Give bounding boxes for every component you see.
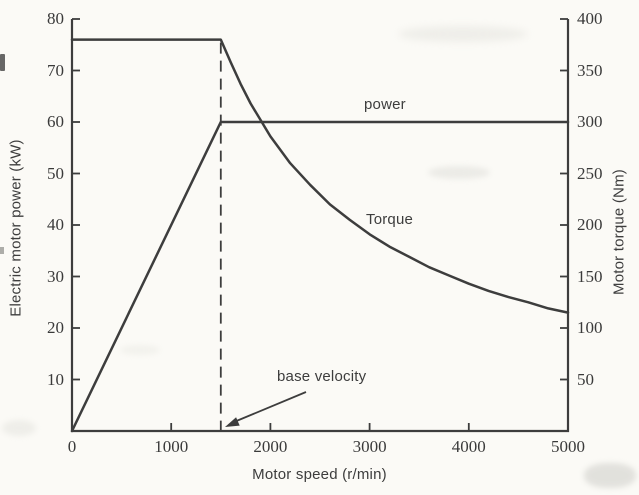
right-tick-label-100: 100 (577, 318, 603, 337)
power-curve (70, 120, 570, 433)
x-tick-label-2000: 2000 (253, 437, 288, 456)
right-tick-label-350: 350 (577, 60, 603, 80)
left-tick-label-80: 80 (47, 9, 64, 28)
left-tick-label-60: 60 (47, 112, 64, 131)
base-velocity-arrowhead (225, 417, 240, 427)
power-series-label: power (364, 96, 406, 113)
right-tick-label-400: 400 (577, 9, 603, 28)
base-velocity-arrow-line (233, 391, 307, 423)
left-tick-label-30: 30 (47, 266, 64, 286)
right-tick-label-150: 150 (577, 266, 603, 286)
right-tick-label-300: 300 (577, 112, 603, 131)
right-tick-label-50: 50 (577, 369, 594, 389)
x-tick-label-0: 0 (67, 437, 77, 456)
torque-series-label: Torque (366, 211, 414, 228)
left-tick-label-50: 50 (47, 163, 64, 183)
left-tick-label-20: 20 (47, 318, 64, 337)
left-tick-label-40: 40 (47, 215, 64, 234)
left-tick-label-70: 70 (47, 60, 64, 80)
left-tick-label-10: 10 (47, 369, 64, 389)
x-tick-label-1000: 1000 (154, 437, 189, 456)
right-tick-label-200: 200 (577, 215, 603, 234)
x-axis-title: Motor speed (r/min) (252, 466, 387, 483)
x-tick-label-4000: 4000 (451, 437, 486, 456)
right-tick-label-250: 250 (577, 163, 603, 183)
x-tick-label-3000: 3000 (352, 437, 387, 456)
x-tick-label-5000: 5000 (551, 437, 585, 456)
base-velocity-annotation: base velocity (277, 368, 367, 385)
torque-curve (70, 38, 570, 314)
